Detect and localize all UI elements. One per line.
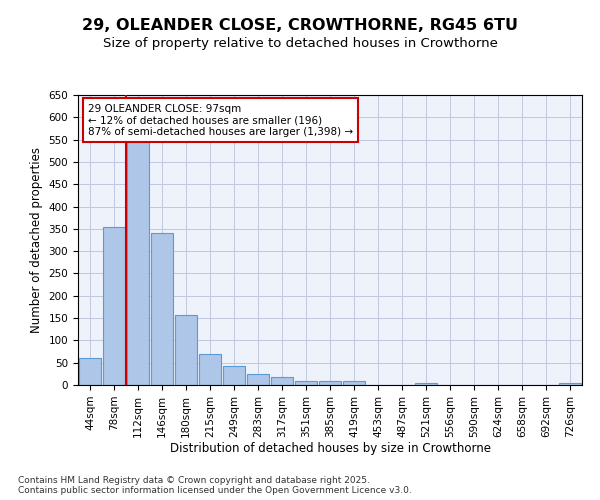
Bar	[319, 382, 341, 385]
Y-axis label: Number of detached properties: Number of detached properties	[30, 147, 43, 333]
Bar	[415, 383, 437, 385]
Bar	[295, 380, 317, 385]
Bar	[271, 377, 293, 385]
Bar	[223, 366, 245, 385]
Bar	[559, 383, 581, 385]
Bar	[127, 142, 149, 385]
X-axis label: Distribution of detached houses by size in Crowthorne: Distribution of detached houses by size …	[170, 442, 491, 456]
Text: 29 OLEANDER CLOSE: 97sqm
← 12% of detached houses are smaller (196)
87% of semi-: 29 OLEANDER CLOSE: 97sqm ← 12% of detach…	[88, 104, 353, 137]
Bar	[247, 374, 269, 385]
Text: Contains HM Land Registry data © Crown copyright and database right 2025.
Contai: Contains HM Land Registry data © Crown c…	[18, 476, 412, 495]
Bar	[175, 314, 197, 385]
Bar	[343, 382, 365, 385]
Bar	[199, 354, 221, 385]
Bar	[103, 226, 125, 385]
Text: 29, OLEANDER CLOSE, CROWTHORNE, RG45 6TU: 29, OLEANDER CLOSE, CROWTHORNE, RG45 6TU	[82, 18, 518, 32]
Bar	[151, 234, 173, 385]
Bar	[79, 358, 101, 385]
Text: Size of property relative to detached houses in Crowthorne: Size of property relative to detached ho…	[103, 38, 497, 51]
